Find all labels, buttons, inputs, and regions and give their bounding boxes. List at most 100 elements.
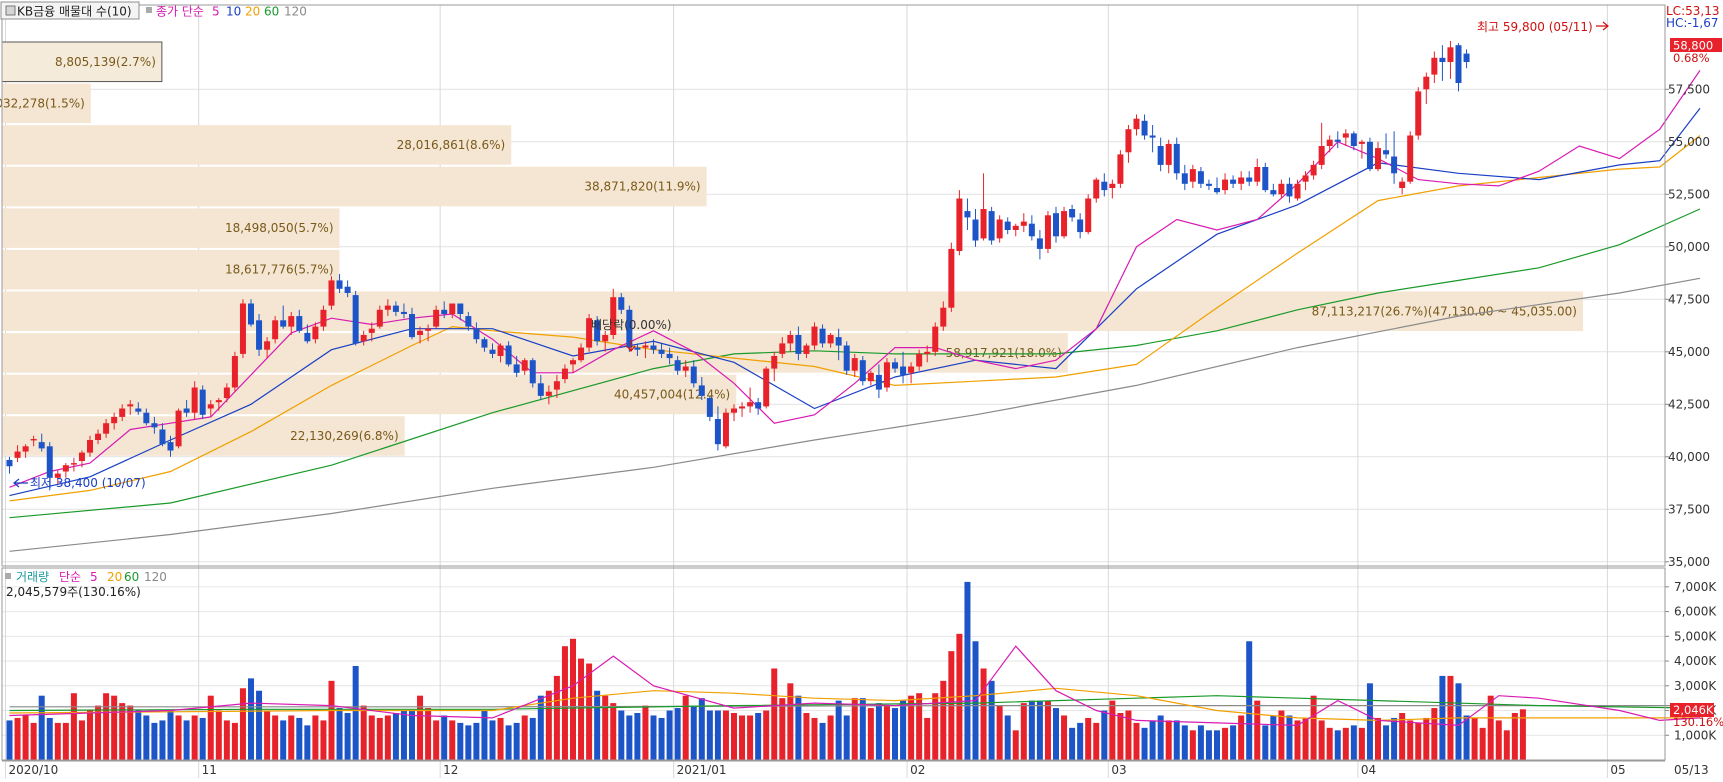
volume-bar [1302,717,1309,760]
volume-bar [1375,717,1381,760]
legend-ma20: 20 [245,5,260,19]
volume-bar [135,710,142,760]
volume-bar [191,715,198,760]
volume-bar [690,705,697,760]
volume-profile-label: 5,032,278(1.5%) [0,96,85,110]
volume-bar [988,680,995,760]
candle-up [1278,183,1285,195]
candle-down [1077,219,1084,233]
volume-bar [553,675,560,760]
volume-bar [883,705,890,760]
candle-down [1214,188,1220,193]
title-box[interactable] [0,1,140,20]
candle-down [795,335,802,354]
volume-bar [449,720,456,760]
candle-down [537,383,544,396]
candle-down [1101,181,1108,191]
volume-bar [457,722,464,760]
axes: 35,000 37,500 40,000 42,500 45,000 47,500 50,0… [1,4,1717,777]
volume-bar [1205,730,1212,760]
candle-up [175,410,182,447]
volume-bar [384,715,391,760]
volume-bar [916,693,923,760]
candle-down [465,316,472,327]
volume-bar [159,720,166,760]
volume-bar [1383,725,1390,760]
candle-down [1270,190,1277,195]
volume-bar [1165,720,1172,760]
volume-bar [223,720,230,760]
x-tick-label: 2021/01 [677,763,727,777]
candle-down [988,211,995,241]
candle-up [425,328,432,331]
volume-legend-square-icon [5,573,11,579]
volume-bar [199,717,206,760]
volume-legend-ma5: 5 [90,570,98,584]
x-tick-label: 02 [910,763,925,777]
candle-down [167,442,174,451]
volume-profile-bar [2,374,737,415]
candle-down [835,337,842,346]
candle-up [433,309,440,327]
volume-bar [1431,708,1438,760]
volume-bar [215,710,222,760]
volume-bar [561,646,568,760]
volume-bar [376,717,383,760]
volume-bar [1077,722,1084,760]
volume-bar [642,705,649,760]
candle-down [336,280,343,289]
volume-profile-bar [2,291,1583,332]
volume-bar [859,698,866,760]
volume-bar [835,700,842,760]
volume-bar [650,715,657,760]
candle-down [489,349,496,354]
ma60-line [9,208,1701,519]
volume-bar [1479,727,1486,760]
volume-legend-label: 단순 [59,570,81,584]
volume-bar [1093,722,1100,760]
volume-bar [183,720,190,760]
volume-profile-label: 38,871,820(11.9%) [584,180,700,194]
legend-ma5: 5 [212,5,220,19]
candle-up [996,219,1003,239]
volume-bar [1214,730,1220,760]
candle-up [1222,179,1229,191]
x-tick-label: 04 [1361,763,1376,777]
candle-up [956,198,963,251]
volume-readout: 2,045,579주(130.16%) [6,585,141,599]
candle-up [384,305,391,310]
volume-bar [924,717,931,760]
volume-bar [843,715,850,760]
candle-up [22,446,29,452]
volume-bar [1173,720,1180,760]
legend-ma10: 10 [226,5,241,19]
candle-down [1383,150,1390,155]
candle-down [972,219,979,241]
candle-down [400,311,407,314]
price-tick-label: 40,000 [1668,450,1710,464]
volume-bar [1149,720,1156,760]
candle-down [1181,173,1188,184]
candle-up [449,303,456,314]
candle-up [70,463,77,465]
volume-profile-bar [2,166,707,207]
candle-up [1423,76,1430,90]
volume-bar [980,668,987,760]
candle-up [1109,183,1116,188]
candle-up [811,326,818,346]
volume-bar [127,705,134,760]
volume-bar [1270,715,1277,760]
candle-down [819,328,826,344]
volume-bar [151,722,158,760]
candle-down [1391,156,1398,174]
candle-up [231,356,238,388]
candle-up [1358,141,1365,144]
volume-bar [827,715,834,760]
candle-down [473,328,480,340]
current-price: 58,800 [1673,39,1713,53]
candle-down [1173,143,1180,174]
price-tick-label: 35,000 [1668,555,1710,569]
volume-bar [1238,715,1245,760]
volume-bar [513,722,520,760]
volume-bar [1350,725,1357,760]
